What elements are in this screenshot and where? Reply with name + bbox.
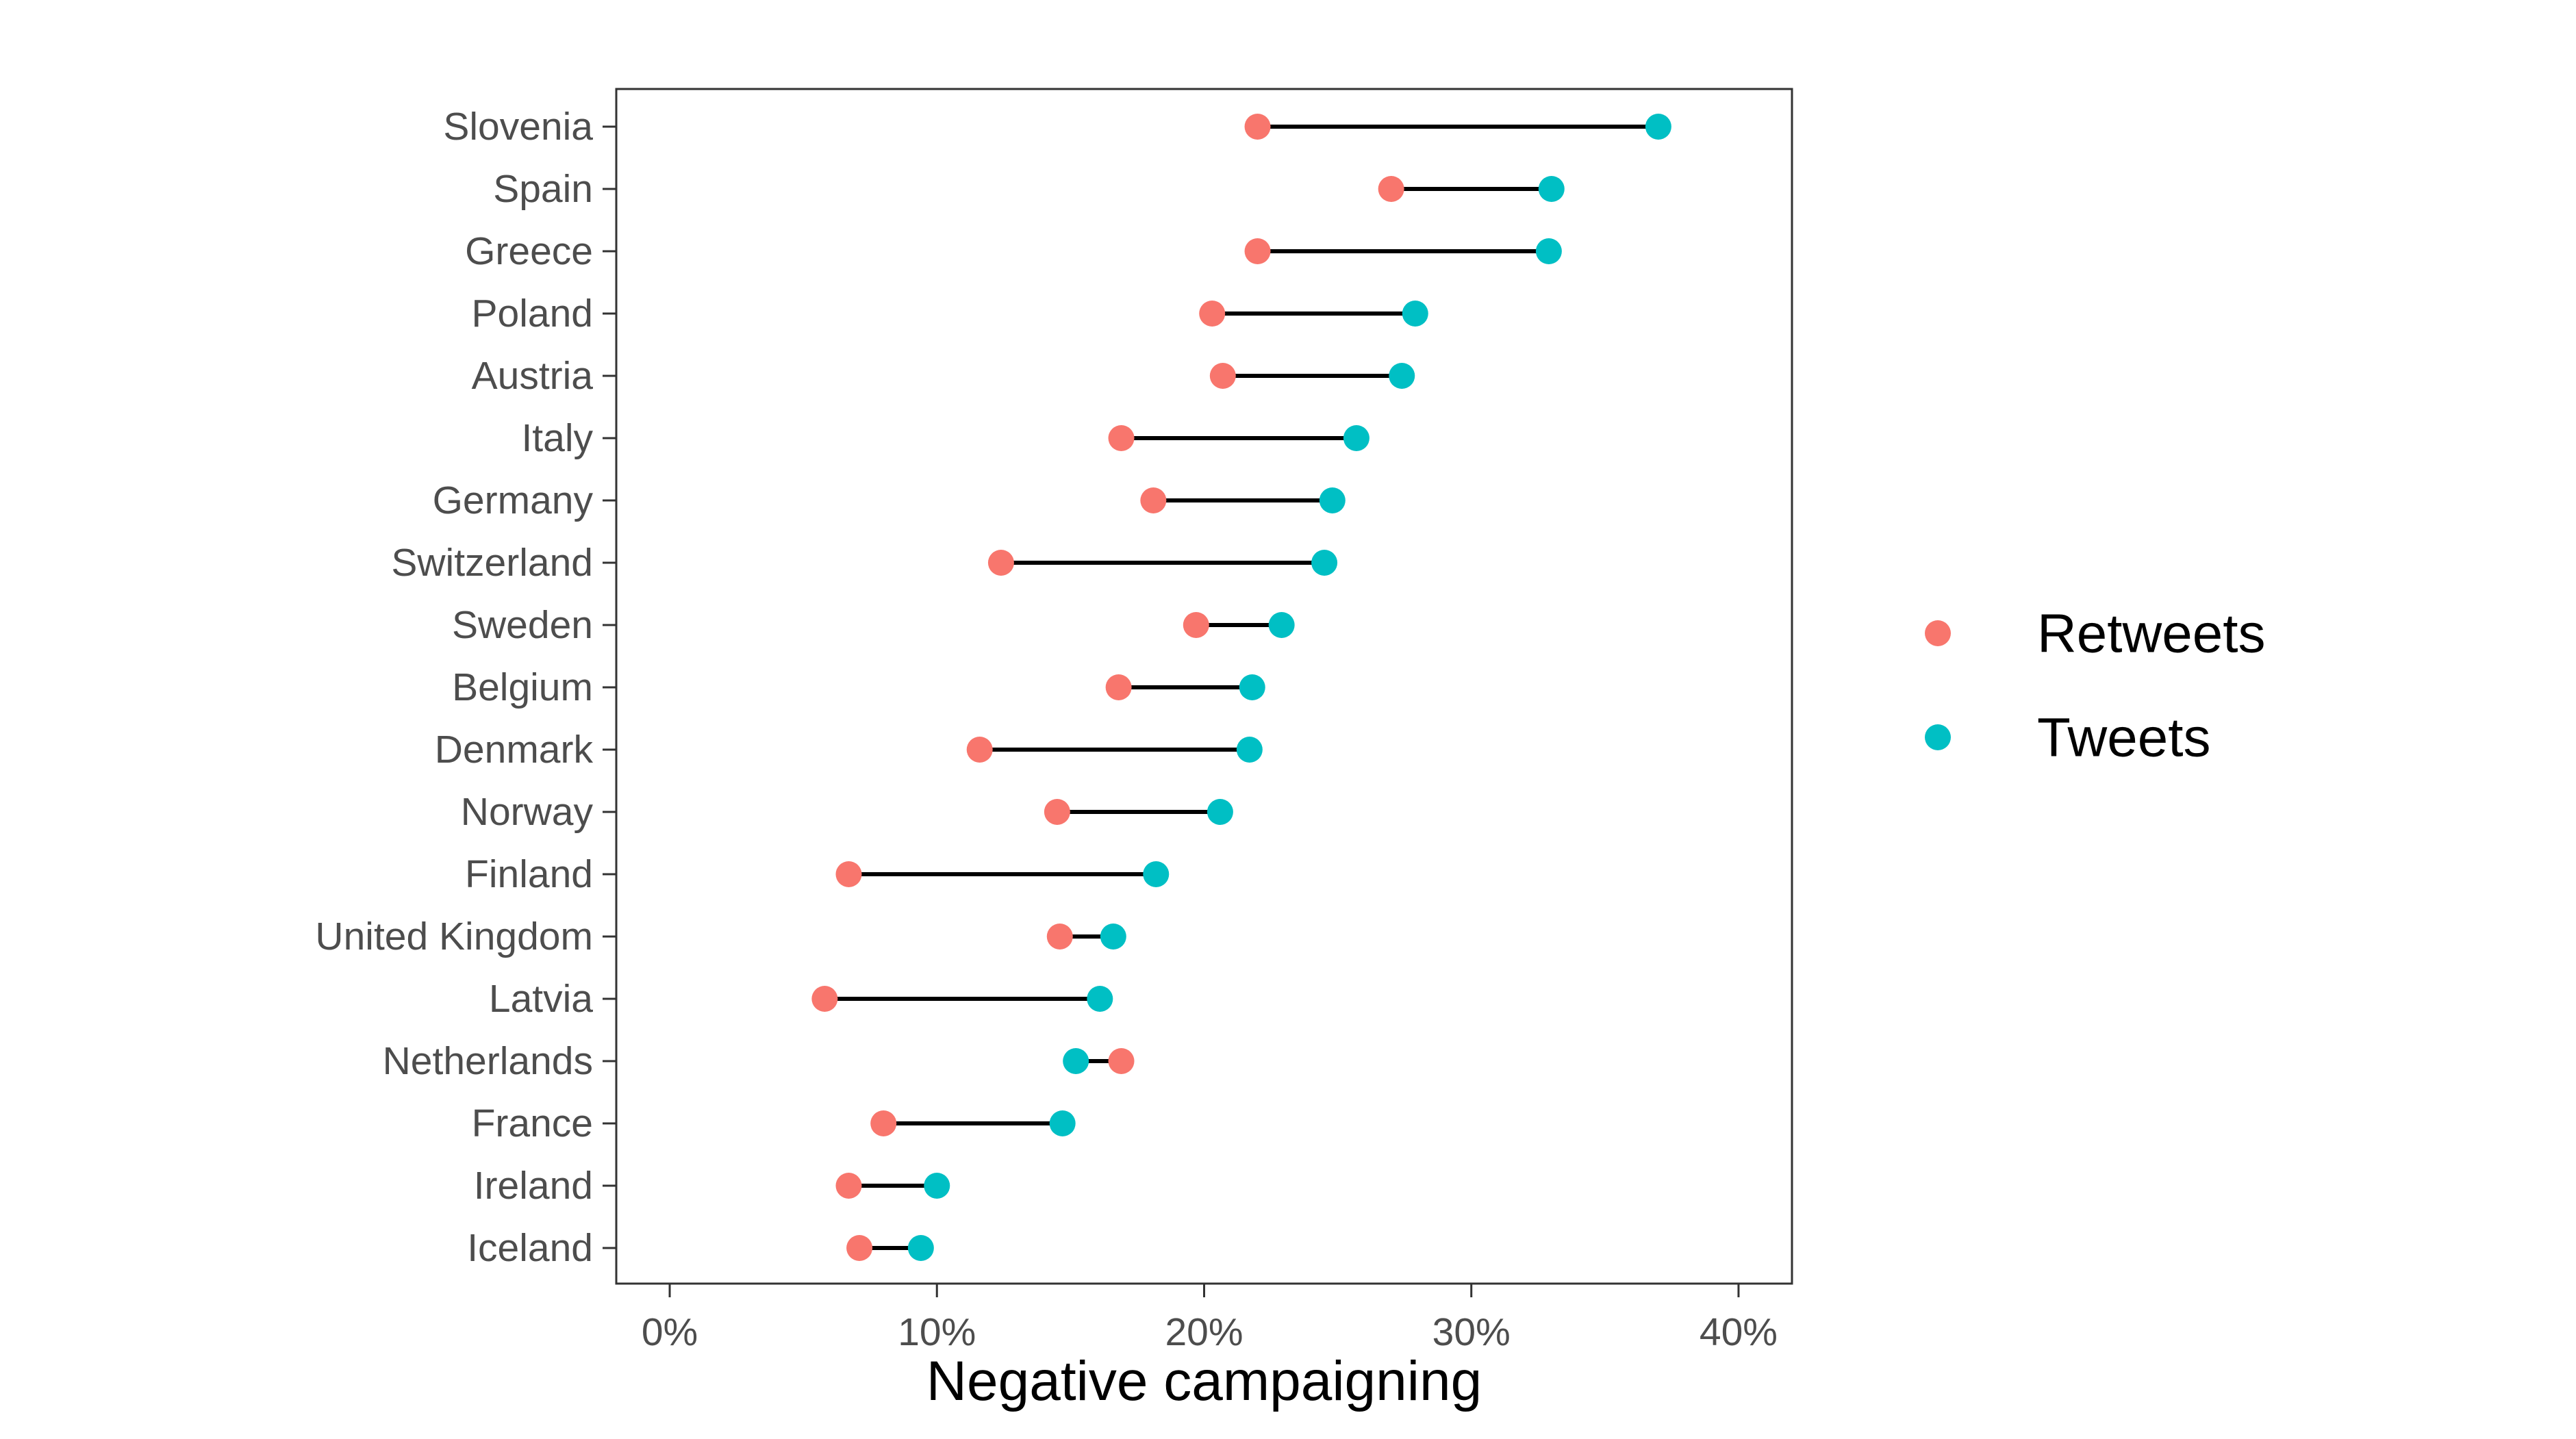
y-tick-label: Sweden [452, 603, 593, 647]
y-axis: Slovenia Spain Greece Poland Austria Italy Ger… [315, 105, 616, 1270]
tweets-point [1143, 861, 1170, 887]
y-tick-label: France [472, 1101, 593, 1145]
y-tick-label: United Kingdom [315, 915, 593, 958]
x-axis-title: Negative campaigning [926, 1350, 1482, 1412]
y-tick-label: Iceland [467, 1226, 593, 1270]
y-tick-label: Italy [521, 416, 593, 460]
retweets-point [846, 1235, 873, 1261]
legend-key-tweets [1925, 724, 1951, 750]
y-tick-label: Denmark [435, 728, 594, 772]
y-tick-label: Germany [433, 479, 594, 522]
tweets-point [924, 1173, 950, 1199]
retweets-point [1108, 425, 1135, 451]
tweets-point [1535, 238, 1562, 264]
tweets-point [907, 1235, 934, 1261]
retweets-point [1044, 799, 1070, 825]
y-tick-label: Poland [472, 292, 594, 335]
y-tick-label: Austria [472, 354, 594, 398]
y-tick-label: Netherlands [383, 1039, 593, 1083]
y-tick-label: Switzerland [391, 541, 593, 585]
tweets-point [1343, 425, 1369, 451]
legend: Retweets Tweets [1925, 603, 2265, 768]
tweets-point [1207, 799, 1233, 825]
tweets-point [1268, 612, 1295, 638]
x-axis: 0% 10% 20% 30% 40% [642, 1284, 1778, 1354]
y-tick-label: Slovenia [443, 105, 593, 149]
retweets-point [1105, 674, 1132, 700]
retweets-point [1244, 238, 1271, 264]
y-tick-label: Norway [461, 790, 594, 834]
tweets-point [1100, 924, 1126, 950]
retweets-point [1140, 487, 1167, 513]
tweets-point [1311, 550, 1338, 576]
retweets-point [835, 861, 862, 887]
tweets-point [1645, 114, 1671, 140]
tweets-point [1402, 301, 1428, 327]
tweets-point [1049, 1110, 1076, 1136]
tweets-point [1319, 487, 1346, 513]
retweets-point [1183, 612, 1209, 638]
retweets-point [835, 1173, 862, 1199]
y-tick-label: Belgium [452, 665, 593, 709]
retweets-point [987, 550, 1014, 576]
legend-label-retweets: Retweets [2037, 603, 2265, 664]
x-tick-label: 0% [642, 1310, 698, 1354]
retweets-point [1209, 363, 1236, 389]
legend-label-tweets: Tweets [2037, 707, 2210, 768]
retweets-point [1244, 114, 1271, 140]
retweets-point [1199, 301, 1226, 327]
tweets-point [1538, 176, 1565, 202]
retweets-point [1378, 176, 1404, 202]
y-tick-label: Greece [465, 229, 593, 273]
retweets-point [811, 986, 838, 1012]
x-tick-label: 30% [1432, 1310, 1511, 1354]
x-tick-label: 10% [898, 1310, 976, 1354]
tweets-point [1236, 737, 1263, 763]
legend-key-retweets [1925, 620, 1951, 646]
y-tick-label: Ireland [474, 1164, 593, 1208]
tweets-point [1389, 363, 1415, 389]
y-tick-label: Latvia [489, 977, 593, 1021]
retweets-point [870, 1110, 897, 1136]
y-tick-label: Finland [465, 852, 593, 896]
y-tick-label: Spain [493, 167, 593, 211]
retweets-point [1046, 924, 1073, 950]
tweets-point [1087, 986, 1113, 1012]
point-layer [811, 114, 1671, 1261]
x-tick-label: 20% [1165, 1310, 1243, 1354]
retweets-point [1108, 1048, 1135, 1074]
retweets-point [966, 737, 993, 763]
tweets-point [1239, 674, 1265, 700]
x-tick-label: 40% [1700, 1310, 1778, 1354]
tweets-point [1063, 1048, 1089, 1074]
